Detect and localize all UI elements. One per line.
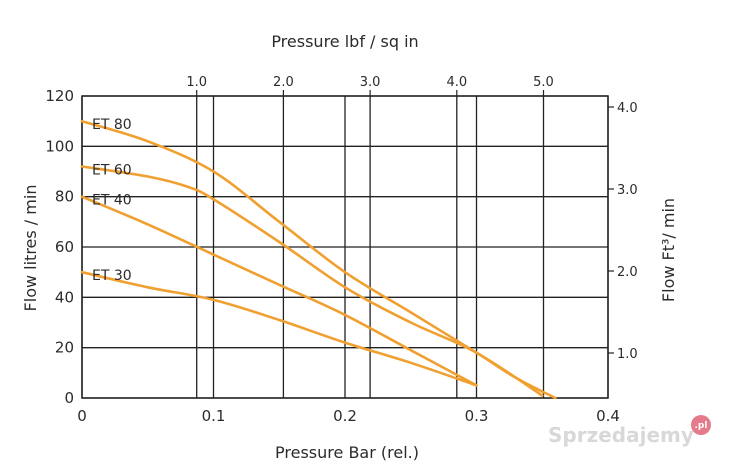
- y-tick-label: 0: [64, 389, 74, 407]
- series-labels: ET 80 ET 60 ET 40 ET 30: [92, 117, 132, 284]
- y-right-tick-label: 2.0: [617, 265, 638, 280]
- plot-frame: [81, 90, 614, 399]
- series-lines: [80, 119, 557, 400]
- grid-lines: [81, 95, 609, 399]
- x-top-tick-label: 4.0: [446, 75, 467, 90]
- y-tick-label: 40: [55, 288, 74, 306]
- series-line-et-30: [80, 270, 478, 387]
- y-axis-title: Flow litres / min: [21, 185, 40, 312]
- series-label-et-80: ET 80: [92, 117, 132, 133]
- x-tick-label: 0.3: [465, 407, 489, 425]
- x-top-tick-label: 1.0: [186, 75, 207, 90]
- y-tick-label: 60: [55, 238, 74, 256]
- watermark-badge-text: .pl: [695, 421, 708, 431]
- series-line-et-60: [80, 165, 544, 397]
- series-line-et-40: [80, 195, 478, 387]
- x-tick-label: 0.2: [333, 407, 357, 425]
- x-top-tick-label: 5.0: [533, 75, 554, 90]
- x-top-tick-label: 3.0: [360, 75, 381, 90]
- y-tick-label: 120: [45, 87, 74, 105]
- x-top-axis-title: Pressure lbf / sq in: [271, 32, 418, 51]
- y-tick-label: 80: [55, 188, 74, 206]
- series-label-et-60: ET 60: [92, 162, 132, 178]
- y-right-axis-title: Flow Ft³/ min: [659, 198, 678, 302]
- y-tick-label: 100: [45, 137, 74, 155]
- y-right-tick-label: 4.0: [617, 101, 638, 116]
- watermark-text: Sprzedajemy: [548, 423, 694, 447]
- plot-border: [81, 95, 609, 399]
- y-right-tick-label: 1.0: [617, 347, 638, 362]
- x-axis-title: Pressure Bar (rel.): [275, 443, 419, 462]
- x-tick-label: 0.4: [596, 407, 620, 425]
- y-right-tick-label: 3.0: [617, 183, 638, 198]
- x-top-tick-label: 2.0: [273, 75, 294, 90]
- series-label-et-40: ET 40: [92, 193, 132, 209]
- tick-labels: 0 20 40 60 80 100 120 0 0.1 0.2 0.3 0.4 1.0 2.0 3.0 4.0…: [45, 75, 637, 425]
- x-tick-label: 0.1: [202, 407, 226, 425]
- series-label-et-30: ET 30: [92, 268, 132, 284]
- watermark: Sprzedajemy .pl: [548, 415, 711, 447]
- x-tick-label: 0: [77, 407, 87, 425]
- y-tick-label: 20: [55, 339, 74, 357]
- watermark-badge: [691, 415, 711, 435]
